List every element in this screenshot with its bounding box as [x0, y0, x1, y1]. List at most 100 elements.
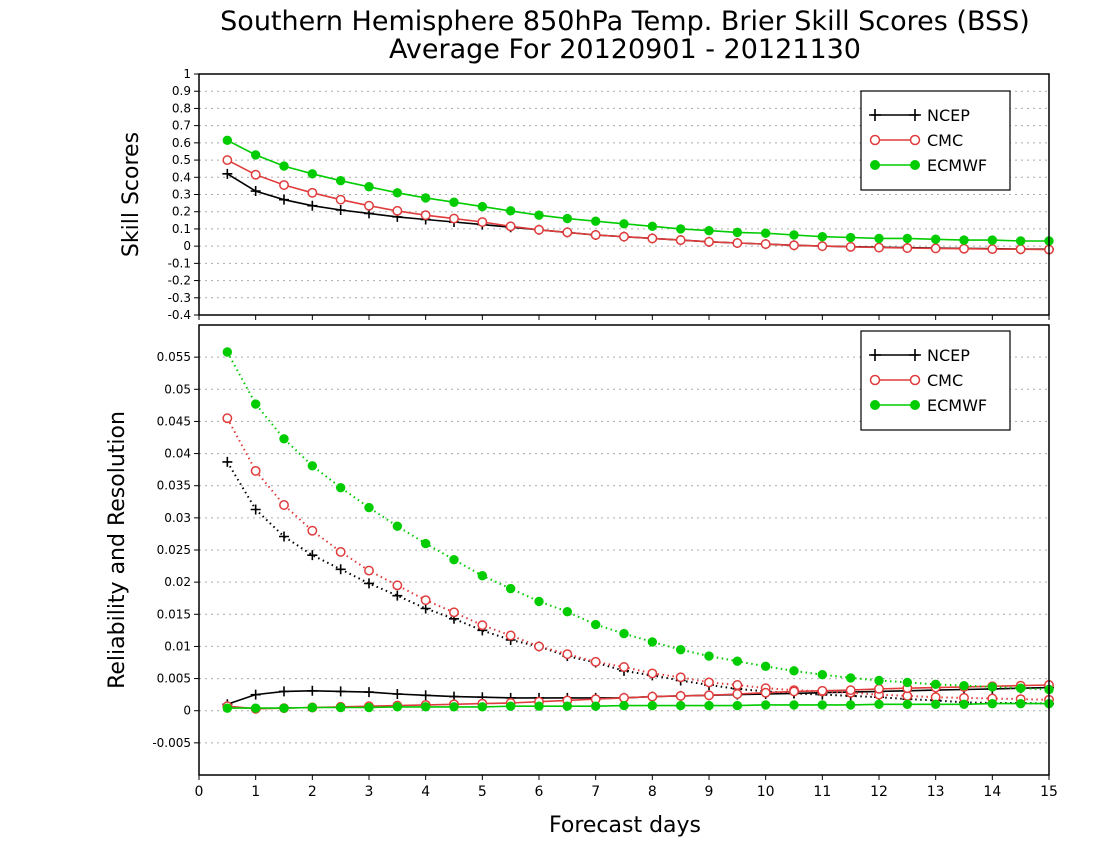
x-tick-label: 13 [927, 784, 945, 800]
data-point [760, 661, 771, 672]
data-point [222, 456, 233, 467]
data-point [279, 703, 289, 713]
data-point [364, 502, 374, 513]
x-tick-label: 3 [365, 784, 374, 800]
y-tick-label: 0.03 [164, 511, 191, 525]
x-tick-label: 1 [251, 784, 260, 800]
data-point [987, 698, 998, 709]
data-point [449, 197, 459, 207]
data-point [335, 194, 346, 205]
y-axis-label: Skill Scores [119, 132, 144, 257]
data-point [845, 241, 856, 252]
y-tick-label: 1 [183, 67, 191, 81]
data-point [307, 200, 318, 211]
data-point [250, 703, 261, 713]
x-tick-label: 15 [1040, 784, 1058, 800]
legend-marker [870, 400, 880, 410]
x-tick-label: 0 [195, 784, 204, 800]
data-point [874, 699, 884, 709]
data-point [874, 233, 884, 244]
y-tick-label: -0.2 [168, 274, 191, 288]
data-point [562, 227, 573, 238]
data-point [250, 186, 261, 197]
data-point [647, 700, 658, 711]
data-point [704, 225, 714, 236]
data-point [902, 699, 913, 709]
data-point [987, 244, 998, 255]
data-point [562, 649, 573, 660]
legend-marker [910, 400, 920, 410]
data-point [619, 692, 629, 703]
data-point [250, 465, 261, 476]
data-point [279, 434, 289, 444]
data-point [590, 216, 601, 226]
data-point [845, 232, 856, 243]
data-point [732, 689, 743, 699]
x-tick-label: 7 [591, 784, 600, 800]
data-point [930, 243, 941, 254]
data-point [307, 550, 318, 561]
data-point [392, 188, 403, 198]
x-tick-label: 10 [757, 784, 775, 800]
data-point [505, 221, 516, 232]
data-point [732, 238, 743, 248]
data-point [505, 701, 516, 711]
data-point [222, 413, 233, 424]
y-tick-label: 0.025 [157, 543, 191, 557]
data-point [222, 703, 233, 713]
data-point [250, 150, 261, 160]
data-point [250, 399, 261, 409]
chart-title-line1: Southern Hemisphere 850hPa Temp. Brier S… [220, 6, 1030, 37]
data-point [222, 155, 233, 166]
data-point [647, 691, 658, 702]
data-point [392, 521, 403, 531]
data-point [279, 194, 289, 205]
legend: NCEP CMC ECMWF [860, 330, 1011, 431]
data-point [307, 702, 318, 713]
legend-marker [869, 374, 881, 386]
y-tick-label: -0.1 [168, 256, 191, 270]
legend-label: CMC [927, 371, 963, 390]
data-point [477, 201, 488, 212]
data-point [930, 234, 941, 244]
x-tick-label: 2 [308, 784, 317, 800]
data-point [477, 620, 488, 631]
data-point [364, 687, 374, 698]
data-point [845, 700, 856, 710]
y-tick-label: 0.045 [157, 414, 191, 428]
data-point [335, 482, 346, 493]
data-point [647, 668, 658, 679]
data-point [364, 200, 374, 211]
data-point [562, 213, 573, 224]
data-point [562, 701, 573, 711]
data-point [704, 700, 714, 711]
data-point [335, 204, 346, 215]
data-point [250, 504, 261, 515]
series-ecmwf-solid [222, 698, 1054, 713]
data-point [845, 673, 856, 683]
y-tick-label: 0.9 [172, 84, 191, 98]
data-point [222, 135, 233, 145]
data-point [477, 217, 488, 227]
data-point [817, 700, 828, 710]
data-point [902, 243, 913, 253]
data-point [449, 607, 459, 618]
y-tick-label: 0 [183, 704, 191, 718]
y-tick-label: 0.005 [157, 672, 191, 686]
legend-label: ECMWF [927, 156, 987, 175]
y-tick-label: 0.5 [172, 153, 191, 167]
data-point [760, 700, 771, 710]
data-point [534, 210, 544, 220]
data-point [279, 180, 289, 190]
x-tick-label: 8 [648, 784, 657, 800]
data-point [222, 168, 233, 179]
legend-item-ecmwf: ECMWF [870, 156, 987, 175]
data-point [675, 700, 686, 711]
data-point [307, 187, 318, 198]
data-point [222, 347, 233, 357]
data-point [534, 224, 544, 235]
data-point [1015, 236, 1026, 246]
data-point [675, 224, 686, 234]
data-point [420, 210, 431, 221]
